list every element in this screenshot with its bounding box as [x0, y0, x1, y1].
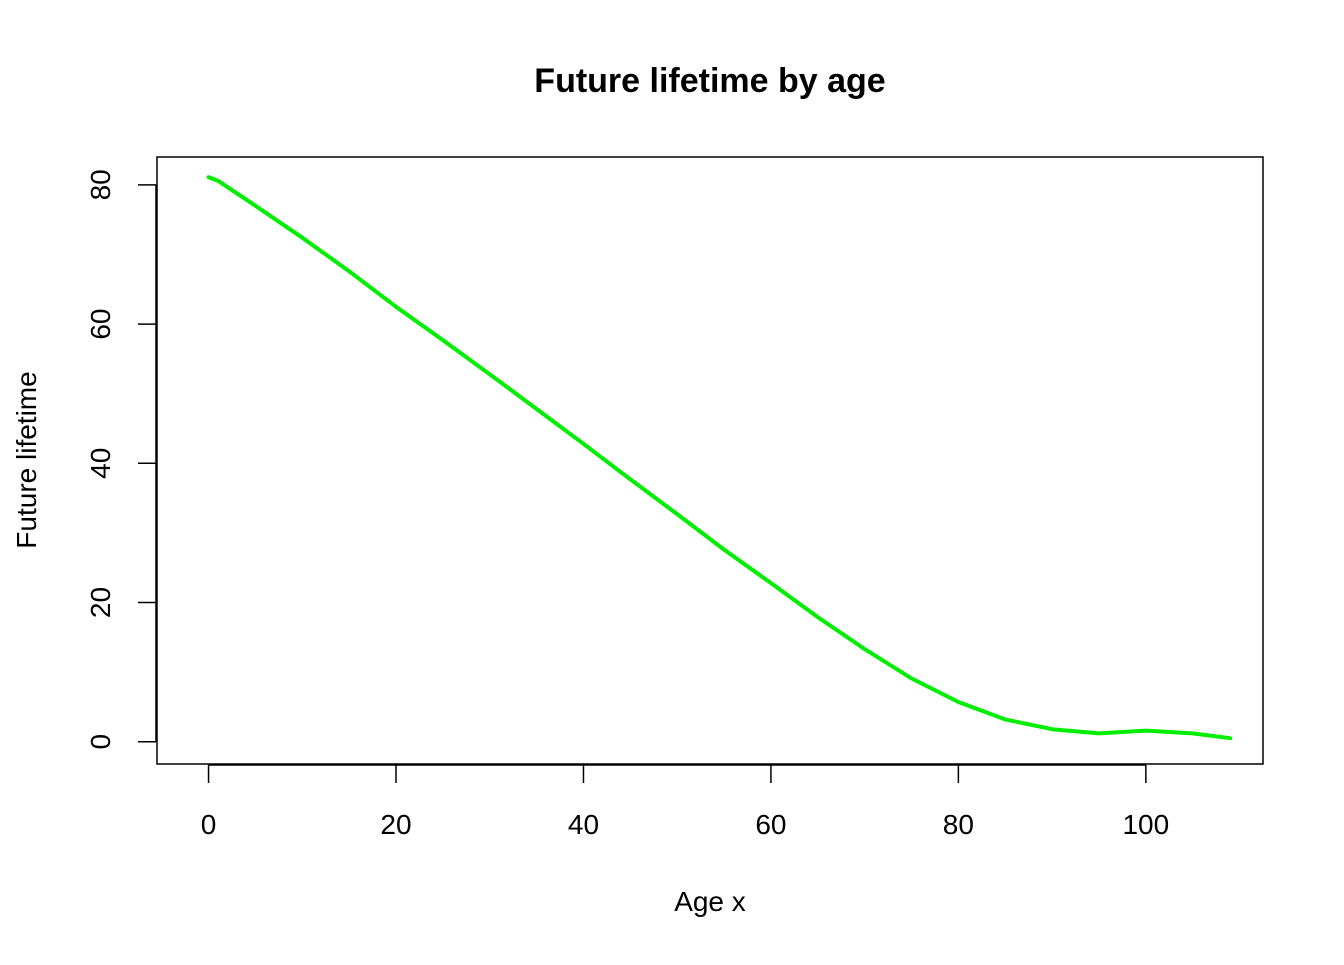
y-tick-label: 20 — [85, 587, 116, 618]
y-axis-label: Future lifetime — [11, 371, 42, 548]
x-tick-label: 20 — [380, 809, 411, 840]
series-layer — [209, 177, 1231, 738]
x-tick-label: 100 — [1122, 809, 1169, 840]
chart-title: Future lifetime by age — [534, 62, 885, 100]
series-line-0 — [209, 177, 1231, 738]
x-tick-label: 60 — [755, 809, 786, 840]
y-axis: 0 20 40 60 80 — [85, 169, 156, 749]
x-axis: 0 20 40 60 80 100 — [201, 765, 1169, 840]
x-tick-label: 0 — [201, 809, 217, 840]
x-tick-label: 80 — [943, 809, 974, 840]
y-tick-label: 60 — [85, 308, 116, 339]
plot-frame — [157, 157, 1263, 764]
y-tick-label: 40 — [85, 448, 116, 479]
y-tick-label: 0 — [85, 734, 116, 750]
y-tick-label: 80 — [85, 169, 116, 200]
x-axis-label: Age x — [674, 886, 746, 917]
x-tick-label: 40 — [568, 809, 599, 840]
